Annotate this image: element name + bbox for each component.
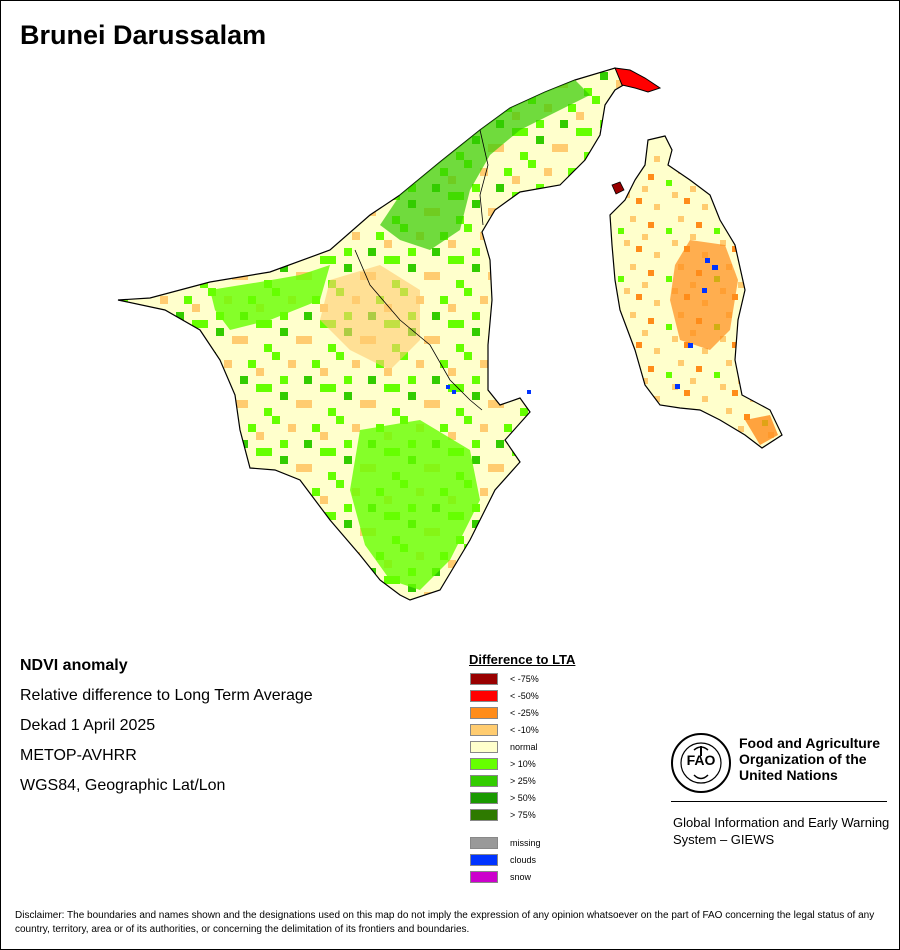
legend-label: > 75% (510, 809, 536, 820)
legend-item: clouds (470, 853, 536, 866)
legend-label: missing (510, 837, 541, 848)
legend-label: < -50% (510, 690, 539, 701)
muara-tip (614, 67, 662, 93)
cloud-pixel (527, 390, 531, 394)
district-boundary (479, 129, 489, 226)
legend-swatch (470, 757, 498, 770)
legend-swatch (470, 836, 498, 849)
cloud-pixel (702, 288, 707, 293)
legend-title: Difference to LTA (469, 652, 576, 667)
legend-swatch (470, 808, 498, 821)
period-label: Dekad 1 April 2025 (20, 717, 156, 734)
legend-swatch (470, 672, 498, 685)
legend-label: < -25% (510, 707, 539, 718)
cloud-pixel (688, 343, 693, 348)
cloud-pixel (705, 258, 710, 263)
central-dry-zone (320, 265, 420, 370)
organization-name: Food and Agriculture Organization of the… (739, 735, 881, 783)
cloud-pixel (452, 390, 456, 394)
legend-label: normal (510, 741, 538, 752)
product-label: NDVI anomaly (20, 657, 128, 674)
cloud-pixel (446, 385, 450, 389)
legend-item: > 75% (470, 808, 536, 821)
ndvi-anomaly-map (117, 67, 783, 601)
legend-label: < -10% (510, 724, 539, 735)
legend-item: missing (470, 836, 541, 849)
legend-swatch (470, 870, 498, 883)
legend-item: > 25% (470, 774, 536, 787)
legend-swatch (470, 853, 498, 866)
svg-text:FAO: FAO (687, 752, 716, 768)
legend-item: > 50% (470, 791, 536, 804)
cloud-pixel (712, 265, 718, 270)
projection-label: WGS84, Geographic Lat/Lon (20, 777, 226, 794)
temburong-dry-zone (670, 240, 738, 350)
southern-green-zone (350, 420, 480, 590)
legend-item: < -10% (470, 723, 539, 736)
description-label: Relative difference to Long Term Average (20, 687, 313, 704)
legend-label: > 25% (510, 775, 536, 786)
legend-label: clouds (510, 854, 537, 865)
legend-swatch (470, 723, 498, 736)
disclaimer: Disclaimer: The boundaries and names sho… (15, 910, 875, 935)
legend-item: < -75% (470, 672, 539, 685)
legend-swatch (470, 740, 498, 753)
small-island (611, 181, 625, 195)
divider (671, 801, 887, 802)
legend-swatch (470, 706, 498, 719)
legend-item: < -25% (470, 706, 539, 719)
legend-label: < -75% (510, 673, 539, 684)
district-boundary (354, 249, 483, 411)
legend-swatch (470, 774, 498, 787)
fao-logo-icon: FAO (671, 733, 731, 793)
western-green-zone (210, 265, 330, 330)
legend-swatch (470, 689, 498, 702)
legend-item: < -50% (470, 689, 539, 702)
northern-green-zone (380, 80, 590, 250)
legend-item: normal (470, 740, 538, 753)
giews-label: Global Information and Early Warning Sys… (673, 815, 890, 847)
temburong-south-dry-zone (745, 415, 778, 445)
legend-label: > 50% (510, 792, 536, 803)
legend-item: snow (470, 870, 531, 883)
cloud-pixel (675, 384, 680, 389)
legend-label: > 10% (510, 758, 536, 769)
sensor-label: METOP-AVHRR (20, 747, 137, 764)
legend-item: > 10% (470, 757, 536, 770)
map-title: Brunei Darussalam (20, 20, 267, 50)
legend-swatch (470, 791, 498, 804)
legend-label: snow (510, 871, 532, 882)
